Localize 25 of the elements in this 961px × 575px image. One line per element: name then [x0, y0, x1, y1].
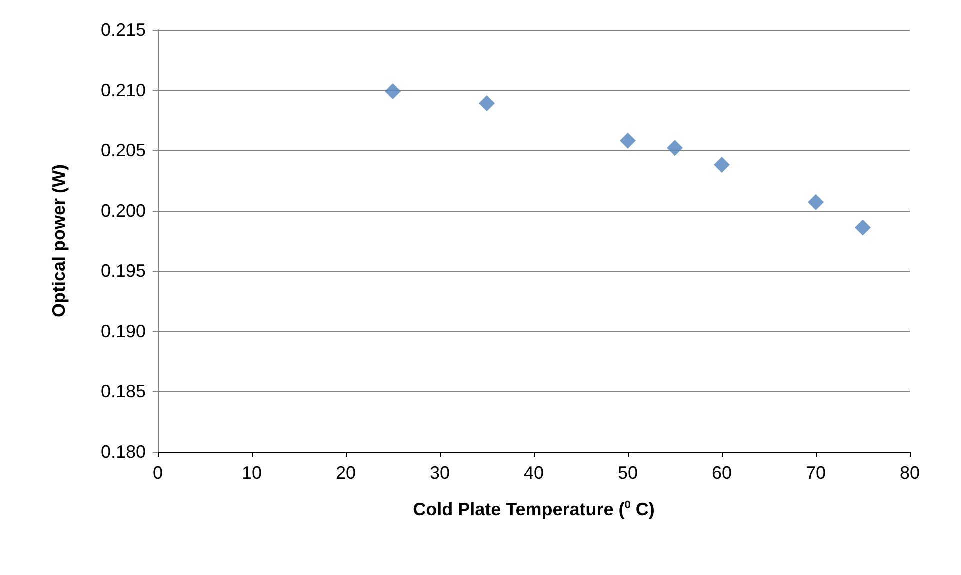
x-tick-label: 0 — [152, 463, 164, 483]
x-tick-label: 40 — [524, 463, 544, 483]
x-tick-label: 50 — [618, 463, 638, 483]
y-tick-label: 0.215 — [100, 20, 146, 40]
x-tick-label: 30 — [430, 463, 450, 483]
x-tick-label: 80 — [900, 463, 920, 483]
y-tick-label: 0.185 — [100, 382, 146, 402]
y-tick-label: 0.200 — [100, 200, 146, 221]
point — [385, 83, 401, 100]
x-tick-label: 10 — [242, 463, 262, 483]
y-axis-title: Optical power (W) — [49, 164, 69, 318]
point — [667, 140, 683, 156]
x-tick-label: 60 — [712, 463, 732, 483]
y-tick-label: 0.210 — [100, 80, 146, 100]
y-tick-label: 0.180 — [100, 442, 146, 462]
x-tick-label: 70 — [806, 463, 826, 483]
y-tick-label: 0.205 — [100, 140, 146, 161]
point — [620, 132, 636, 149]
y-tick-label: 0.190 — [100, 321, 146, 342]
x-tick-label: 20 — [336, 463, 356, 483]
point — [714, 157, 730, 174]
point — [855, 220, 871, 236]
y-tick-label: 0.195 — [100, 261, 146, 282]
point — [808, 194, 824, 210]
point — [479, 96, 495, 112]
